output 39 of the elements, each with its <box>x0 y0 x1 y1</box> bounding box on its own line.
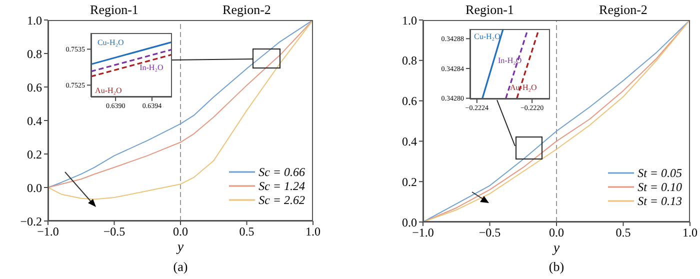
y-tick-label: 0.2 <box>402 174 417 189</box>
y-tick-label: 0.8 <box>402 54 417 68</box>
y-tick-label: 0.4 <box>402 134 417 148</box>
x-axis-title: y <box>175 240 184 255</box>
text: Region-1 <box>466 2 514 18</box>
legend-label: St = 0.13 <box>638 194 682 208</box>
x-tick-label: 0.0 <box>549 226 564 240</box>
x-tick-label: −0.5 <box>103 224 126 239</box>
y-tick-label: 1.0 <box>27 13 42 28</box>
series-label: Cu-H₂O <box>97 38 124 47</box>
y-tick-label: 0.2 <box>27 147 42 162</box>
series-label: In-H₂O <box>498 56 522 65</box>
legend-label: Sc = 0.66 <box>258 165 305 179</box>
y-tick-label: 0.4 <box>27 114 42 128</box>
text: (b) <box>548 259 564 275</box>
x-tick-label: 1.0 <box>682 226 698 240</box>
x-axis-title: y <box>551 240 560 256</box>
legend-label: St = 0.05 <box>638 166 682 180</box>
legend-label: Sc = 1.24 <box>258 179 305 193</box>
x-tick-label: 0.5 <box>616 226 631 240</box>
y-tick-label: 0.6 <box>402 94 417 108</box>
legend-label: Sc = 2.62 <box>258 193 305 207</box>
y-tick-label: 0.6 <box>27 80 42 94</box>
text: (a) <box>173 259 188 275</box>
series-label: Cu-H₂O <box>474 32 500 40</box>
x-tick-label: 0.0 <box>173 224 188 239</box>
x-tick-label: 1.0 <box>306 224 320 239</box>
text: Region-2 <box>222 2 271 18</box>
y-tick-label: 1.0 <box>402 13 417 28</box>
x-tick-label: 0.5 <box>239 224 254 239</box>
text: Region-1 <box>90 2 138 18</box>
x-tick-label: −0.5 <box>478 226 501 240</box>
series-label: Au-H₂O <box>95 86 122 95</box>
y-tick-label: 0.8 <box>27 46 42 61</box>
series-label: Au-H₂O <box>510 82 537 92</box>
text: Region-2 <box>599 2 648 18</box>
series-label: In-H₂O <box>140 63 164 72</box>
y-tick-label: 0.0 <box>27 180 42 195</box>
legend-label: St = 0.10 <box>638 180 682 194</box>
